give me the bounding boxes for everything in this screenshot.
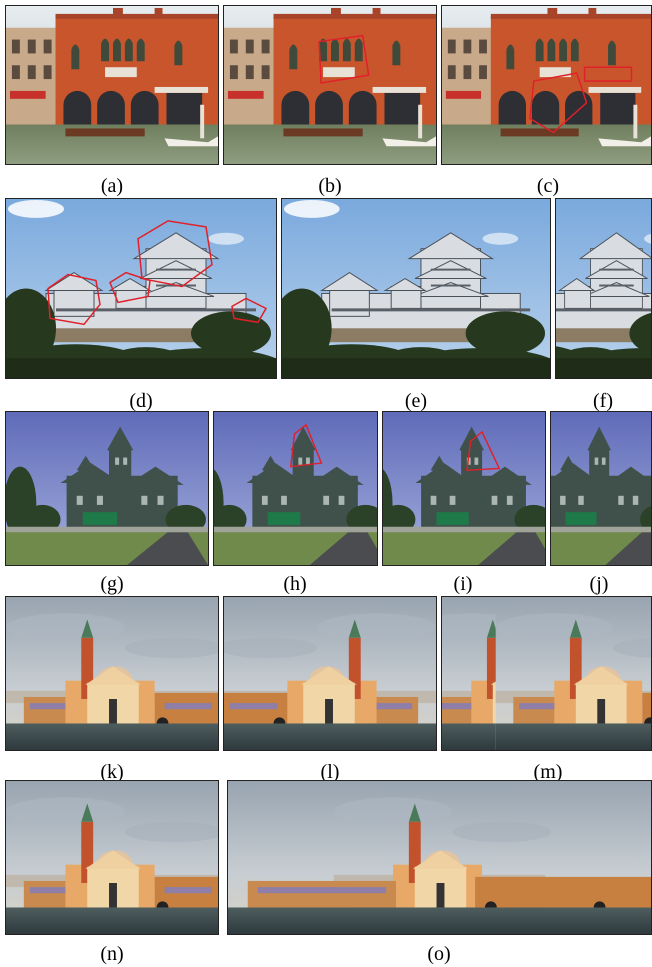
image-church-original — [6, 597, 218, 750]
image-mansion-marked — [214, 412, 377, 565]
caption-m: (m) — [533, 761, 563, 783]
caption-k: (k) — [100, 761, 124, 783]
caption-i: (i) — [453, 573, 473, 595]
panel-j — [550, 411, 652, 566]
annotation-outline — [231, 297, 268, 324]
image-mansion-duplicated — [383, 412, 545, 565]
caption-e: (e) — [404, 390, 428, 412]
image-mansion-narrow — [551, 412, 651, 565]
panel-c — [441, 5, 652, 165]
panel-b — [223, 5, 437, 165]
caption-g: (g) — [100, 573, 124, 595]
image-church-widened — [228, 781, 651, 934]
annotation-outline — [318, 34, 370, 84]
image-castle-enlarged — [282, 199, 550, 378]
caption-d: (d) — [129, 390, 153, 412]
panel-f — [555, 198, 652, 379]
caption-n: (n) — [100, 943, 124, 965]
panel-k — [5, 596, 219, 751]
panel-n — [5, 780, 219, 935]
panel-o — [227, 780, 652, 935]
caption-l: (l) — [320, 761, 340, 783]
panel-h — [213, 411, 378, 566]
caption-f: (f) — [593, 390, 613, 412]
annotation-outline — [583, 66, 633, 82]
image-mansion-original — [6, 412, 208, 565]
caption-h: (h) — [283, 573, 307, 595]
image-castle-narrow — [556, 199, 651, 378]
panel-d — [5, 198, 277, 379]
panel-l — [223, 596, 437, 751]
panel-a — [5, 5, 219, 165]
annotation-outline — [47, 273, 101, 326]
panel-g — [5, 411, 209, 566]
annotation-outline — [289, 423, 323, 468]
caption-c: (c) — [536, 175, 560, 197]
annotation-outline — [109, 271, 151, 304]
panel-i — [382, 411, 546, 566]
annotation-outline — [529, 72, 588, 134]
image-venice-retargeted — [442, 6, 651, 164]
panel-m — [441, 596, 652, 751]
image-venice-original — [6, 6, 218, 164]
image-venice-window-mark — [224, 6, 436, 164]
caption-o: (o) — [427, 943, 451, 965]
image-church-doubled — [442, 597, 651, 750]
image-church-original-2 — [6, 781, 218, 934]
caption-j: (j) — [589, 573, 609, 595]
annotation-outline — [466, 430, 501, 472]
image-castle-original — [6, 199, 276, 378]
caption-a: (a) — [100, 175, 124, 197]
image-church-mirrored — [224, 597, 436, 750]
panel-e — [281, 198, 551, 379]
caption-b: (b) — [318, 175, 342, 197]
